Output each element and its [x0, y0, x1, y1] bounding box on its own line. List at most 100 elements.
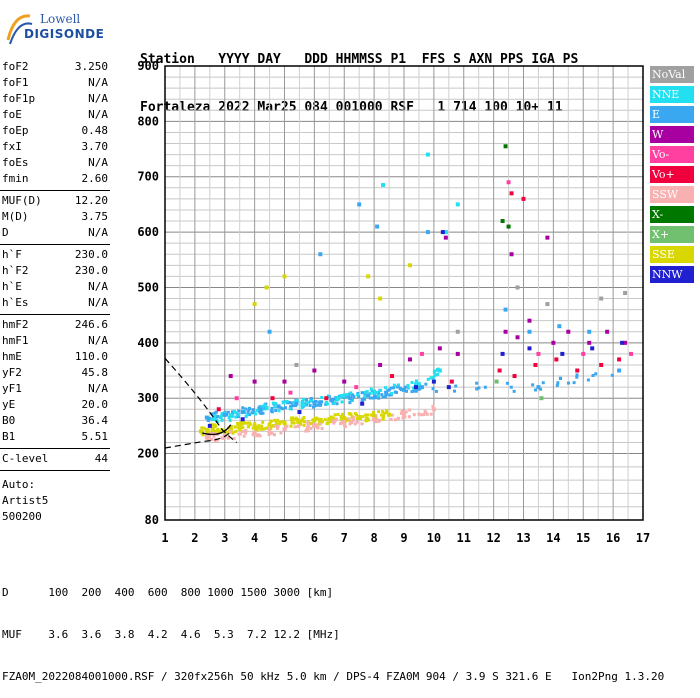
x-tick-label: 1	[161, 531, 168, 545]
echo-band-point	[422, 413, 426, 417]
echo-band-point	[505, 381, 509, 385]
param-name: hmF1	[2, 334, 29, 347]
echo-band-point	[236, 414, 240, 418]
param-value: N/A	[88, 92, 108, 105]
data-point-w	[527, 318, 532, 323]
profile-dashed-curve	[164, 357, 238, 443]
echo-band-point	[368, 392, 372, 396]
legend-item: Vo-	[650, 146, 694, 163]
data-point-x-	[500, 219, 505, 224]
param-name: foF1	[2, 76, 29, 89]
param-name: h`E	[2, 280, 22, 293]
echo-band-point	[253, 412, 257, 416]
echo-band-point	[318, 420, 322, 424]
data-point-sse	[387, 412, 392, 417]
x-tick-label: 8	[371, 531, 378, 545]
data-point-noval	[599, 296, 604, 301]
data-point-e	[318, 252, 323, 257]
data-point-nne	[443, 230, 448, 235]
echo-band-point	[305, 403, 309, 407]
param-value: 3.250	[74, 60, 108, 73]
echo-band-point	[237, 432, 241, 436]
echo-band-point	[237, 409, 241, 413]
echo-band-point	[289, 424, 293, 428]
footer-muf-row: MUF 3.6 3.6 3.8 4.2 4.6 5.3 7.2 12.2 [MH…	[2, 628, 340, 641]
echo-band-point	[379, 388, 383, 392]
data-point-e	[258, 407, 263, 412]
echo-band-point	[390, 413, 394, 417]
echo-band-point	[295, 398, 299, 402]
echo-band-point	[296, 424, 300, 428]
echo-band-point	[382, 411, 386, 415]
echo-band-point	[375, 390, 379, 394]
data-point-w	[437, 346, 442, 351]
data-point-vo-	[512, 374, 517, 379]
echo-band-point	[216, 427, 220, 431]
echo-band-point	[211, 432, 215, 436]
echo-band-point	[381, 410, 385, 414]
echo-band-point	[319, 417, 323, 421]
param-value: 0.48	[81, 124, 109, 137]
data-point-w	[455, 351, 460, 356]
echo-band-point	[271, 401, 275, 405]
echo-band-point	[533, 388, 537, 392]
data-point-vo-	[599, 362, 604, 367]
param-name: fxI	[2, 140, 22, 153]
echo-band-point	[389, 386, 393, 390]
echo-band-point	[386, 388, 390, 392]
echo-band-point	[210, 423, 214, 427]
echo-band-point	[276, 424, 280, 428]
echo-band-point	[424, 410, 428, 414]
param-row: hmE 110.0	[2, 350, 108, 366]
echo-band-point	[245, 421, 249, 425]
echo-band-point	[267, 430, 271, 434]
param-row: yF2 45.8	[2, 366, 108, 382]
param-name: foF2	[2, 60, 29, 73]
echo-band-point	[333, 413, 337, 417]
echo-band-point	[412, 413, 416, 417]
data-point-nnw	[297, 410, 302, 415]
echo-band-point	[234, 411, 238, 415]
x-tick-label: 17	[636, 531, 650, 545]
echo-band-point	[320, 426, 324, 430]
data-point-w	[551, 340, 556, 345]
echo-band-point	[274, 424, 278, 428]
echo-band-point	[234, 429, 238, 433]
param-value: 2.60	[81, 172, 109, 185]
x-tick-label: 12	[486, 531, 500, 545]
param-name: MUF(D)	[2, 194, 42, 207]
echo-band-point	[431, 387, 435, 391]
param-name: foEs	[2, 156, 29, 169]
data-point-nnw	[590, 346, 595, 351]
station-header: Station YYYY DAY DDD HHMMSS P1 FFS S AXN…	[140, 20, 578, 132]
echo-band-point	[251, 408, 255, 412]
echo-band-point	[314, 403, 318, 407]
param-value: N/A	[88, 76, 108, 89]
echo-band-point	[509, 385, 513, 389]
param-row: fmin 2.60	[2, 172, 108, 188]
data-point-sse	[297, 419, 302, 424]
param-row: hmF1 N/A	[2, 334, 108, 350]
data-point-vo-	[497, 368, 502, 373]
echo-band-point	[354, 412, 358, 416]
echo-band-point	[351, 393, 355, 397]
data-point-ssw	[372, 417, 377, 422]
data-point-w	[342, 379, 347, 384]
echo-band-point	[200, 426, 204, 430]
echo-band-point	[261, 420, 265, 424]
echo-band-point	[270, 409, 274, 413]
echo-band-point	[234, 425, 238, 429]
data-point-ssw	[402, 412, 406, 417]
echo-band-point	[387, 388, 391, 392]
echo-band-point	[255, 428, 259, 432]
echo-band-point	[213, 414, 217, 418]
data-point-ssw	[204, 434, 209, 439]
echo-band-point	[406, 386, 410, 390]
param-divider	[0, 470, 110, 471]
echo-band-point	[399, 411, 403, 415]
echo-band-point	[242, 434, 246, 438]
echo-band-point	[318, 403, 322, 407]
echo-band-point	[431, 376, 435, 380]
echo-band-point	[413, 388, 417, 392]
legend-item: NNW	[650, 266, 694, 283]
